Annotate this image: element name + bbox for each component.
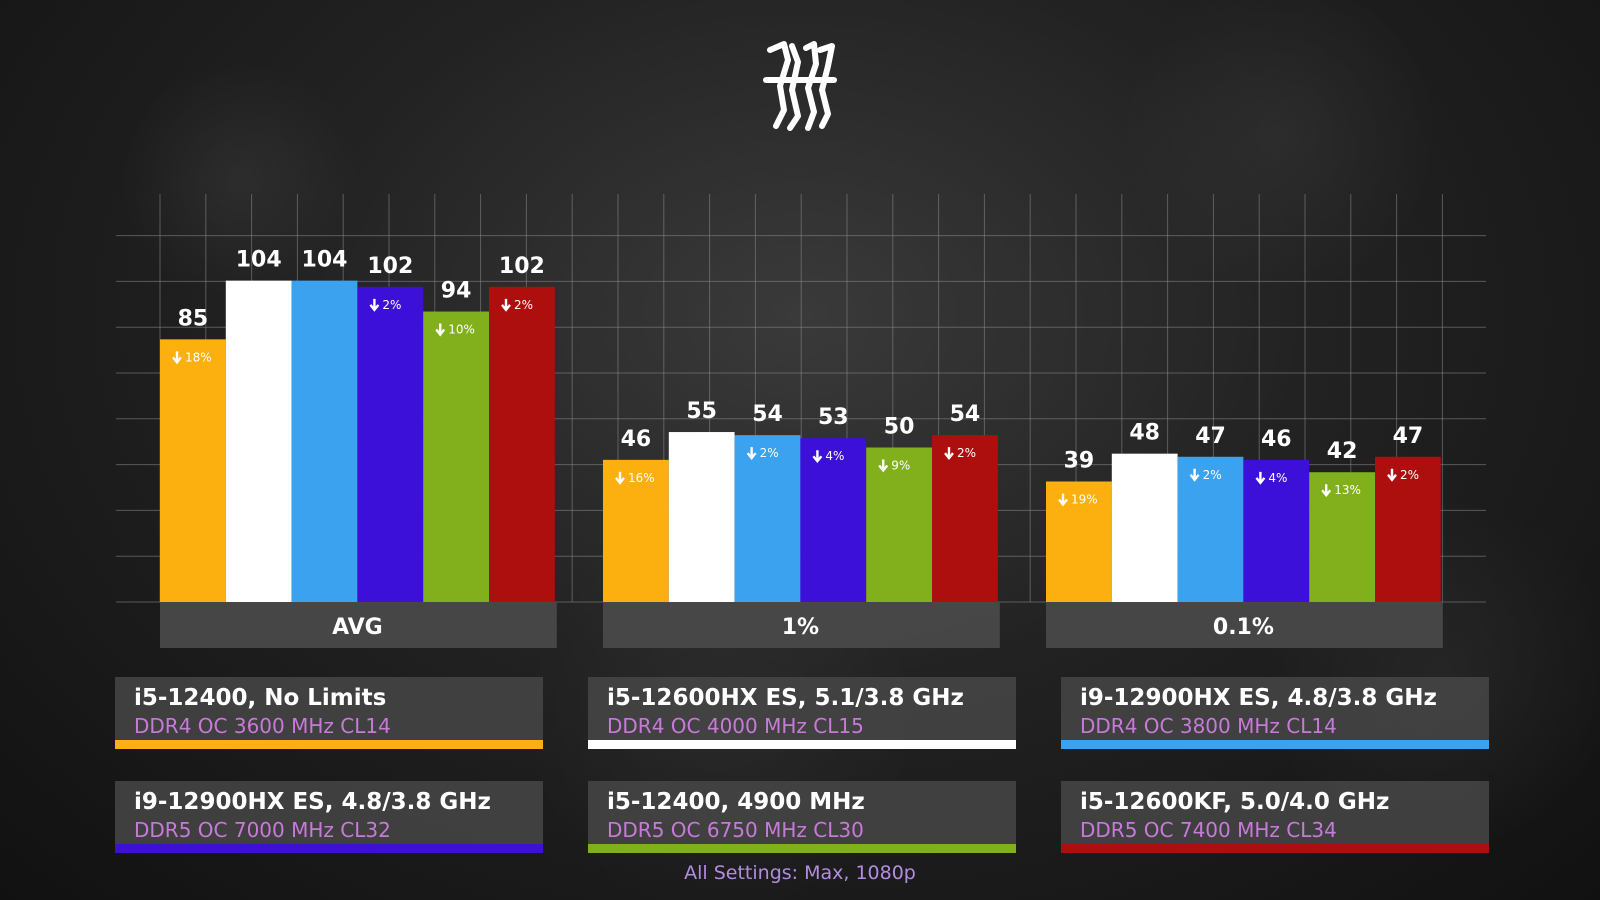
legend-memory-label: DDR4 OC 4000 MHz CL15 [607, 714, 864, 738]
data-label: 53 [818, 405, 849, 430]
down-arrow-icon [1387, 468, 1397, 482]
data-label: 54 [752, 402, 783, 427]
bar [160, 339, 226, 602]
drop-percent-label: 16% [628, 471, 655, 485]
footnote: All Settings: Max, 1080p [684, 862, 916, 884]
bar [734, 435, 801, 602]
bar [1375, 456, 1441, 602]
legend-color-stripe [1061, 740, 1489, 749]
brand-logo-icon [763, 41, 837, 131]
data-label: 104 [302, 248, 348, 273]
data-label: 42 [1327, 439, 1358, 464]
bar [357, 286, 424, 602]
legend-cpu-label: i5-12400, No Limits [134, 685, 387, 711]
legend-cpu-label: i9-12900HX ES, 4.8/3.8 GHz [1080, 685, 1437, 711]
drop-percent-label: 13% [1334, 483, 1361, 497]
bar [291, 280, 358, 602]
data-label: 47 [1393, 424, 1424, 449]
legend-memory-label: DDR5 OC 7400 MHz CL34 [1080, 818, 1337, 842]
bar [932, 435, 998, 602]
legend-item: i5-12400, No Limits DDR4 OC 3600 MHz CL14 [115, 677, 543, 749]
category-label: 1% [782, 615, 819, 640]
data-label: 94 [441, 279, 472, 304]
category-box [1046, 602, 1443, 648]
legend-color-stripe [588, 844, 1016, 853]
bar [1111, 453, 1178, 602]
legend-cpu-label: i9-12900HX ES, 4.8/3.8 GHz [134, 789, 491, 815]
drop-percent-label: 9% [891, 459, 910, 473]
bar [225, 280, 292, 602]
down-arrow-icon [435, 323, 446, 337]
drop-percent-label: 10% [448, 323, 475, 337]
down-arrow-icon [1321, 484, 1332, 498]
drop-percent-label: 2% [1400, 468, 1419, 482]
data-label: 85 [178, 306, 209, 331]
bar [668, 432, 735, 602]
legend-color-stripe [115, 844, 543, 853]
data-label: 55 [686, 399, 717, 424]
legend-cpu-label: i5-12600KF, 5.0/4.0 GHz [1080, 789, 1390, 815]
bar [489, 286, 555, 602]
legend-memory-label: DDR5 OC 7000 MHz CL32 [134, 818, 391, 842]
category-label: 0.1% [1213, 615, 1274, 640]
category-box [603, 602, 1000, 648]
legend-cpu-label: i5-12600HX ES, 5.1/3.8 GHz [607, 685, 964, 711]
legend-item: i9-12900HX ES, 4.8/3.8 GHz DDR4 OC 3800 M… [1061, 677, 1489, 749]
drop-percent-label: 4% [825, 449, 844, 463]
bar [423, 311, 489, 602]
category-box [160, 602, 557, 648]
drop-percent-label: 2% [957, 446, 976, 460]
down-arrow-icon [812, 450, 823, 464]
legend-color-stripe [1061, 844, 1489, 853]
down-arrow-icon [501, 298, 511, 312]
legend-cpu-label: i5-12400, 4900 MHz [607, 789, 865, 815]
category-label: AVG [332, 615, 383, 640]
data-label: 46 [1261, 427, 1292, 452]
legend-item: i5-12600KF, 5.0/4.0 GHz DDR5 OC 7400 MHz … [1061, 781, 1489, 853]
bar [800, 438, 867, 602]
legend-color-stripe [115, 740, 543, 749]
legend-item: i5-12600HX ES, 5.1/3.8 GHz DDR4 OC 4000 M… [588, 677, 1016, 749]
down-arrow-icon [1058, 493, 1068, 507]
drop-percent-label: 2% [514, 298, 533, 312]
bar [1309, 472, 1375, 602]
drop-percent-label: 18% [185, 350, 212, 364]
legend-item: i9-12900HX ES, 4.8/3.8 GHz DDR5 OC 7000 M… [115, 781, 543, 853]
drop-percent-label: 19% [1071, 492, 1098, 506]
down-arrow-icon [172, 351, 182, 365]
data-label: 39 [1064, 448, 1095, 473]
legend-memory-label: DDR4 OC 3800 MHz CL14 [1080, 714, 1337, 738]
legend-memory-label: DDR5 OC 6750 MHz CL30 [607, 818, 864, 842]
legend-memory-label: DDR4 OC 3600 MHz CL14 [134, 714, 391, 738]
legend-item: i5-12400, 4900 MHz DDR5 OC 6750 MHz CL30 [588, 781, 1016, 853]
down-arrow-icon [746, 447, 757, 461]
bar [1243, 459, 1310, 602]
drop-percent-label: 2% [1203, 468, 1222, 482]
bar [866, 447, 932, 602]
legend-color-stripe [588, 740, 1016, 749]
down-arrow-icon [369, 298, 380, 312]
bar [1046, 481, 1112, 602]
data-label: 102 [499, 254, 545, 279]
down-arrow-icon [1189, 468, 1200, 482]
drop-percent-label: 2% [382, 298, 401, 312]
bar [603, 459, 669, 602]
bar [1177, 456, 1244, 602]
down-arrow-icon [1255, 471, 1266, 485]
drop-percent-label: 4% [1268, 471, 1287, 485]
data-label: 54 [950, 402, 981, 427]
data-label: 104 [236, 248, 282, 273]
data-label: 48 [1129, 421, 1160, 446]
down-arrow-icon [878, 459, 889, 473]
data-label: 102 [367, 254, 413, 279]
down-arrow-icon [944, 447, 954, 461]
data-label: 50 [884, 415, 915, 440]
drop-percent-label: 2% [760, 446, 779, 460]
down-arrow-icon [615, 471, 625, 485]
data-label: 46 [621, 427, 652, 452]
data-label: 47 [1195, 424, 1226, 449]
